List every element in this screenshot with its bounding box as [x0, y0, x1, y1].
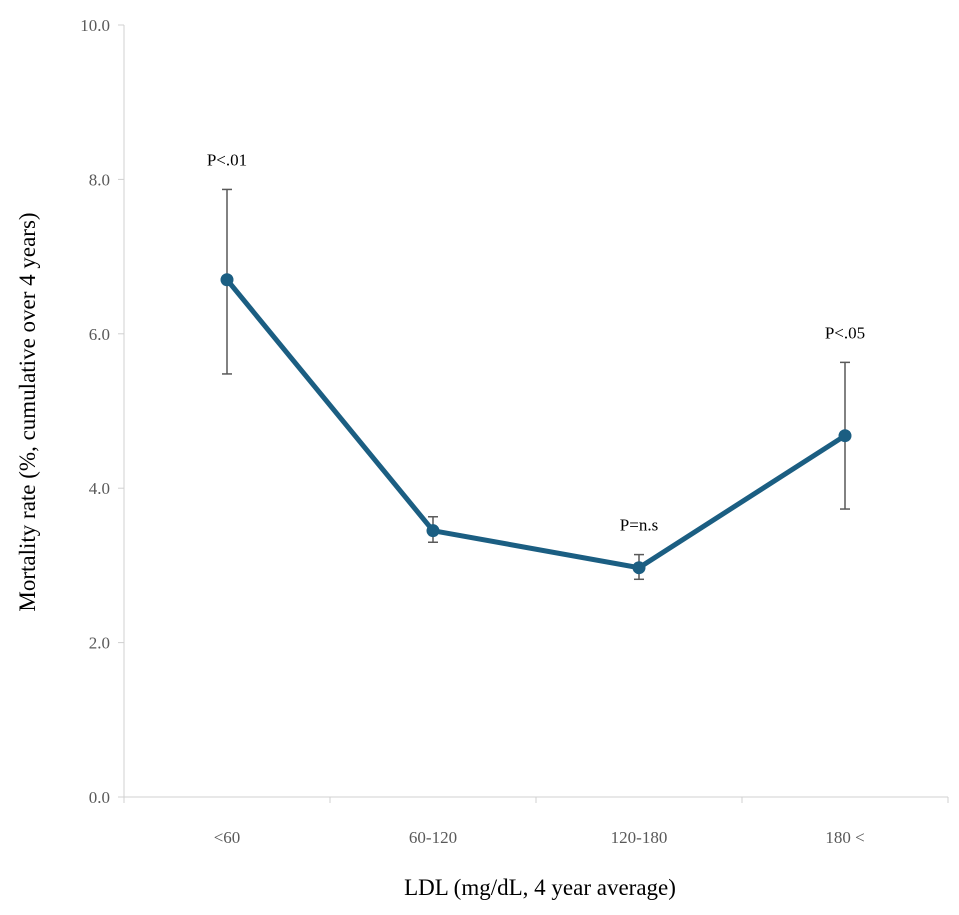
y-axis-title: Mortality rate (%, cumulative over 4 yea… [15, 212, 40, 611]
y-tick-label: 2.0 [89, 634, 110, 653]
p-value-annotation: P<.01 [207, 150, 247, 169]
data-series [220, 273, 852, 575]
data-point [426, 524, 440, 538]
p-value-annotation: P<.05 [825, 323, 865, 342]
y-tick-label: 6.0 [89, 325, 110, 344]
data-point [632, 561, 646, 575]
x-axis-title: LDL (mg/dL, 4 year average) [404, 875, 676, 900]
annotations: P<.01 P=n.s P<.05 [207, 150, 865, 534]
x-tick-label: 180 < [825, 828, 864, 847]
y-tick-label: 10.0 [80, 16, 110, 35]
y-tick-labels: 0.0 2.0 4.0 6.0 8.0 10.0 [80, 16, 110, 807]
y-tick-label: 0.0 [89, 788, 110, 807]
y-tick-label: 4.0 [89, 479, 110, 498]
error-bars [222, 188, 850, 581]
y-tick-label: 8.0 [89, 170, 110, 189]
chart-axes [118, 24, 949, 803]
x-tick-label: 60-120 [409, 828, 457, 847]
p-value-annotation: P=n.s [620, 516, 658, 535]
data-point [838, 429, 852, 443]
x-tick-label: <60 [214, 828, 241, 847]
series-line [224, 277, 848, 571]
x-tick-label: 120-180 [611, 828, 668, 847]
data-point [220, 273, 234, 287]
x-tick-labels: <60 60-120 120-180 180 < [214, 828, 865, 847]
